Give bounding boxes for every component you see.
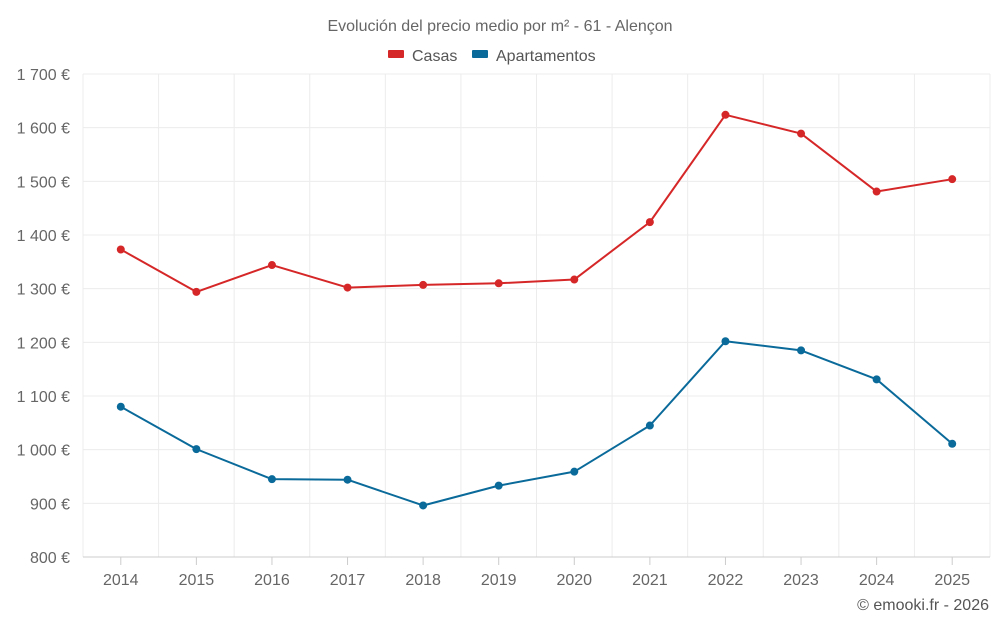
- data-point-apartamentos[interactable]: [116, 402, 125, 411]
- legend-item-apartamentos[interactable]: Apartamentos: [472, 48, 596, 65]
- data-point-casas[interactable]: [419, 280, 428, 289]
- x-tick-label: 2024: [859, 572, 895, 589]
- chart-title: Evolución del precio medio por m² - 61 -…: [327, 18, 672, 35]
- x-tick-label: 2018: [405, 572, 441, 589]
- data-point-casas[interactable]: [570, 275, 579, 284]
- data-point-apartamentos[interactable]: [343, 475, 352, 484]
- y-tick-label: 1 400 €: [17, 228, 70, 245]
- data-point-casas[interactable]: [872, 187, 881, 196]
- legend-item-casas[interactable]: Casas: [388, 48, 457, 65]
- legend: Casas Apartamentos: [388, 48, 596, 65]
- data-point-apartamentos[interactable]: [192, 445, 201, 454]
- legend-swatch-apartamentos: [472, 50, 488, 58]
- x-tick-label: 2019: [481, 572, 517, 589]
- credit-text: © emooki.fr - 2026: [857, 597, 989, 614]
- x-axis: 2014 2015 2016 2017 2018 2019 2020 2021 2022 2023…: [83, 556, 990, 589]
- data-point-casas[interactable]: [343, 283, 352, 292]
- series-line-apartamentos: [120, 340, 953, 507]
- data-point-casas[interactable]: [192, 287, 201, 296]
- data-point-apartamentos[interactable]: [494, 481, 503, 490]
- data-point-apartamentos[interactable]: [721, 337, 730, 346]
- y-axis: 800 € 900 € 1 000 € 1 100 € 1 200 € 1 300 € 1 …: [17, 67, 70, 567]
- y-tick-label: 1 200 €: [17, 335, 70, 352]
- x-tick-label: 2016: [254, 572, 290, 589]
- x-tick-label: 2015: [179, 572, 215, 589]
- y-tick-label: 900 €: [30, 496, 70, 513]
- legend-label-casas: Casas: [412, 48, 457, 65]
- grid: [82, 73, 991, 558]
- data-point-casas[interactable]: [494, 279, 503, 288]
- y-tick-label: 1 000 €: [17, 443, 70, 460]
- data-point-casas[interactable]: [267, 261, 276, 270]
- data-point-casas[interactable]: [948, 175, 957, 184]
- x-tick-label: 2020: [556, 572, 592, 589]
- data-point-apartamentos[interactable]: [645, 421, 654, 430]
- data-point-apartamentos[interactable]: [419, 501, 428, 510]
- y-tick-label: 1 300 €: [17, 282, 70, 299]
- x-tick-label: 2025: [934, 572, 970, 589]
- x-tick-label: 2022: [708, 572, 744, 589]
- y-tick-label: 1 500 €: [17, 174, 70, 191]
- data-point-casas[interactable]: [721, 110, 730, 119]
- x-tick-label: 2017: [330, 572, 366, 589]
- legend-swatch-casas: [388, 50, 404, 58]
- x-tick-label: 2014: [103, 572, 139, 589]
- data-point-casas[interactable]: [797, 129, 806, 138]
- data-point-apartamentos[interactable]: [570, 467, 579, 476]
- data-point-casas[interactable]: [116, 245, 125, 254]
- data-point-casas[interactable]: [645, 218, 654, 227]
- legend-label-apartamentos: Apartamentos: [496, 48, 596, 65]
- series-layer: [116, 110, 957, 510]
- data-point-apartamentos[interactable]: [797, 346, 806, 355]
- x-tick-label: 2021: [632, 572, 668, 589]
- data-point-apartamentos[interactable]: [948, 439, 957, 448]
- y-tick-label: 1 700 €: [17, 67, 70, 84]
- series-line-casas: [120, 113, 953, 293]
- y-tick-label: 1 600 €: [17, 121, 70, 138]
- y-tick-label: 800 €: [30, 550, 70, 567]
- y-tick-label: 1 100 €: [17, 389, 70, 406]
- x-tick-label: 2023: [783, 572, 819, 589]
- data-point-apartamentos[interactable]: [872, 375, 881, 384]
- data-point-apartamentos[interactable]: [267, 475, 276, 484]
